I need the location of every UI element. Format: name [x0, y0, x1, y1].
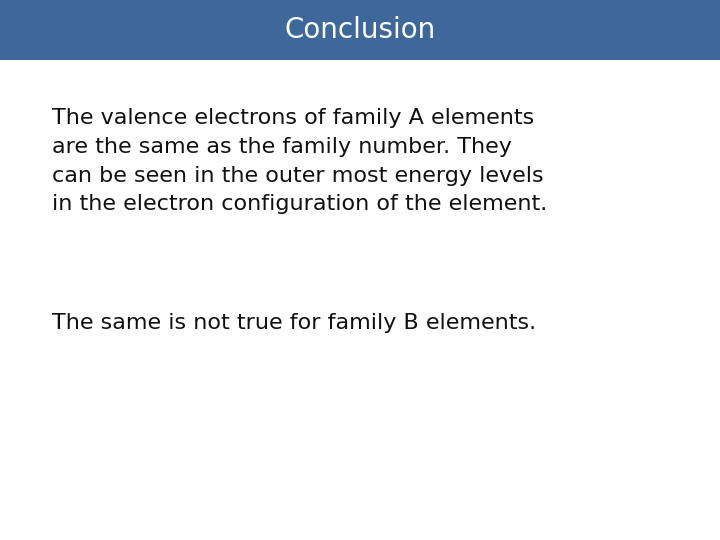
Bar — [0, 0, 720, 60]
Text: The valence electrons of family A elements
are the same as the family number. Th: The valence electrons of family A elemen… — [52, 108, 547, 214]
Text: Conclusion: Conclusion — [284, 16, 436, 44]
Text: The same is not true for family B elements.: The same is not true for family B elemen… — [52, 313, 536, 333]
